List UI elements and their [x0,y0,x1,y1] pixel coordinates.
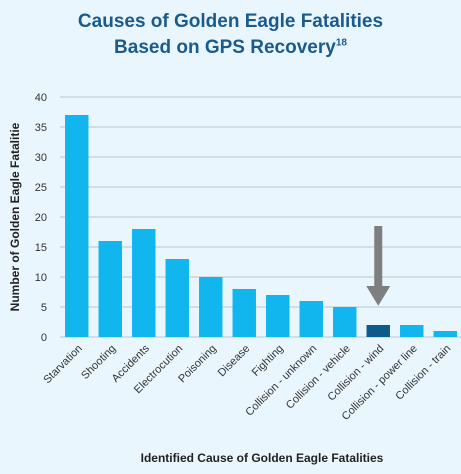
bar-fighting [266,295,290,337]
arrow-head [366,286,391,306]
bar-disease [232,289,256,337]
bar-accidents [132,229,156,337]
bar-starvation [65,115,89,337]
annotation-arrow [366,226,391,306]
bar-collision-train [433,331,457,337]
bars [65,115,457,337]
chart-title-line-2: Based on GPS Recovery18 [114,37,347,58]
y-tick-label: 5 [41,302,47,314]
bar-collision-vehicle [333,307,357,337]
y-tick-label: 15 [35,242,47,254]
y-tick-label: 10 [35,272,47,284]
y-tick-label: 20 [35,212,47,224]
y-tick-label: 25 [35,182,47,194]
y-tick-label: 0 [41,332,47,344]
bar-shooting [98,241,122,337]
x-tick-label: Starvation [41,343,85,387]
x-axis-label: Identified Cause of Golden Eagle Fatalit… [141,451,384,465]
x-tick-labels: StarvationShootingAccidentsElectrocution… [41,342,453,423]
y-tick-label: 30 [35,152,47,164]
y-tick-label: 40 [35,92,47,104]
bar-electrocution [165,259,189,337]
title-superscript: 18 [335,37,347,49]
y-tick-label: 35 [35,122,47,134]
y-axis-label: Number of Golden Eagle Fatalitie [8,122,22,311]
y-tick-labels: 0 5 10 15 20 25 30 35 40 [35,92,47,344]
bar-poisoning [199,277,223,337]
bar-collision-power-line [400,325,424,337]
gridlines [60,96,461,338]
arrow-shaft [374,226,383,286]
bar-collision-wind [366,325,390,337]
x-tick-label: Disease [216,343,253,380]
bar-collision-unknown [299,301,323,337]
chart-title-line-1: Causes of Golden Eagle Fatalities [77,11,384,32]
